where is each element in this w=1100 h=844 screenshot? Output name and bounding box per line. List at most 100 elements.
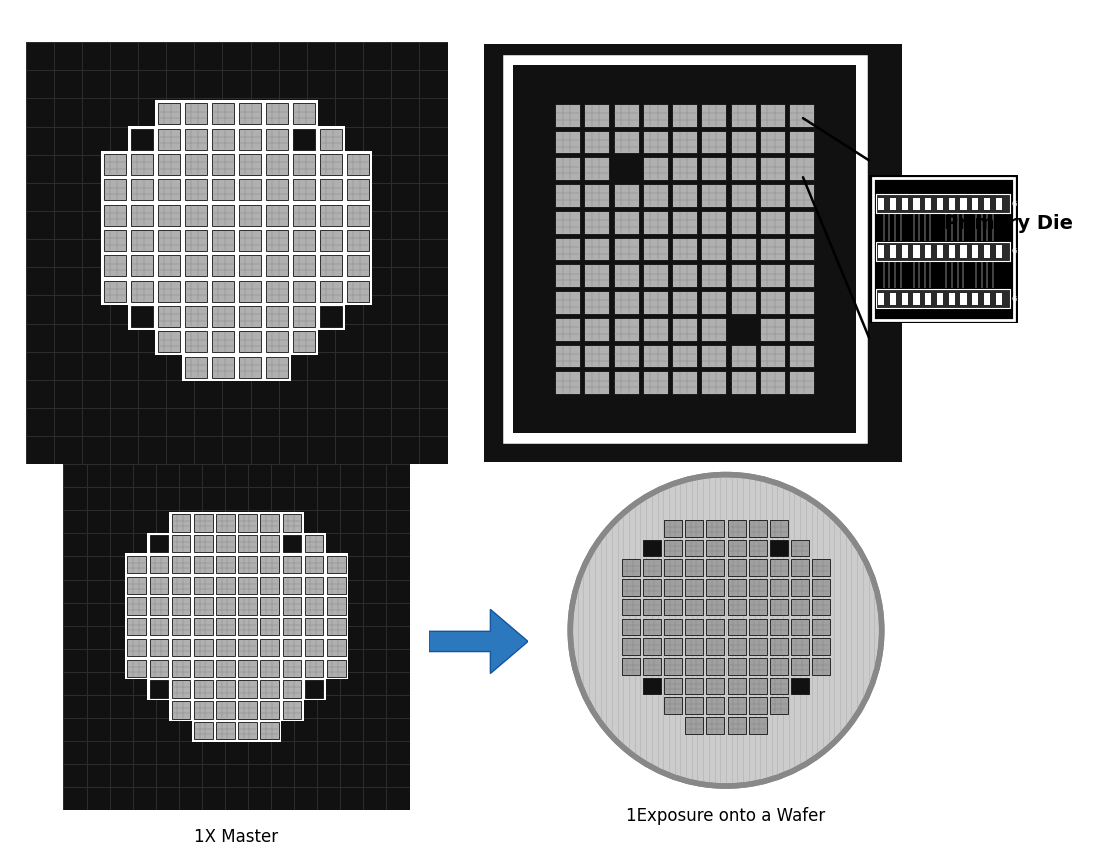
Bar [239,128,262,150]
Bar [265,204,288,225]
Bar [706,658,725,674]
Bar [556,238,580,260]
Bar [727,717,746,733]
Bar [213,720,238,742]
Bar [730,184,756,207]
Bar [283,680,301,698]
Bar [302,678,326,701]
Bar [327,598,345,614]
Bar [258,554,282,576]
Bar [191,554,214,576]
Bar [239,535,257,553]
Bar [211,128,234,150]
Bar [125,595,148,617]
Bar [702,184,726,207]
Bar [125,657,148,679]
Bar [812,658,830,674]
Bar [263,252,292,279]
Bar [937,293,943,306]
Bar [147,657,170,679]
Bar [147,595,170,617]
Bar [239,639,257,657]
Bar [293,204,316,225]
Bar [155,227,184,254]
Bar [685,658,703,674]
Bar [556,291,580,314]
Bar [702,318,726,341]
Bar [131,280,153,301]
Bar [664,678,682,695]
Bar [514,65,856,433]
Bar [191,657,214,679]
Bar [320,128,342,150]
Bar [235,328,264,355]
Bar [621,598,640,615]
Bar [213,574,238,597]
Bar [685,678,703,695]
Bar [263,354,292,381]
Bar [760,264,785,287]
Bar [125,636,148,658]
Bar [789,211,814,234]
Bar [685,579,703,596]
Bar [644,598,661,615]
Bar [150,680,168,698]
Bar [261,618,279,636]
Bar [280,657,304,679]
Bar [317,126,345,153]
Bar [147,574,170,597]
Bar [902,246,908,258]
Bar [213,699,238,721]
Text: 1X Master Square Array: 1X Master Square Array [585,483,783,501]
Bar [642,371,668,394]
Bar [209,202,238,229]
Bar [239,618,257,636]
Bar [890,293,896,306]
Bar [280,699,304,721]
Bar [261,556,279,573]
Bar [302,533,326,555]
Bar [770,619,788,636]
Bar [320,306,342,327]
Bar [169,595,192,617]
Bar [169,533,192,555]
Bar [157,280,180,301]
Bar [789,291,814,314]
Bar [216,556,234,573]
Bar [103,154,127,176]
Bar [324,574,348,597]
Bar [727,539,746,556]
Bar [925,293,932,306]
Bar [346,230,370,252]
Bar [194,680,212,698]
Bar [702,291,726,314]
Bar [902,197,908,210]
Bar [614,264,639,287]
Bar [258,678,282,701]
Bar [265,154,288,176]
Bar [172,660,190,677]
Bar [235,278,264,305]
Bar [169,512,192,534]
Bar [182,100,210,127]
Bar [556,104,580,127]
Bar [235,303,264,330]
Bar [211,280,234,301]
Bar [706,520,725,537]
Bar [209,151,238,178]
Bar [213,512,238,534]
Bar [996,293,1002,306]
Bar [702,211,726,234]
Bar [305,598,323,614]
Bar [128,660,146,677]
Bar [327,576,345,594]
Bar [194,660,212,677]
Text: 1X Master Truncated Array: 1X Master Truncated Array [125,485,348,503]
Bar [760,238,785,260]
Bar [280,574,304,597]
Bar [235,512,260,534]
Bar [317,278,345,305]
Bar [194,722,212,739]
Bar [556,371,580,394]
Bar [239,230,262,252]
